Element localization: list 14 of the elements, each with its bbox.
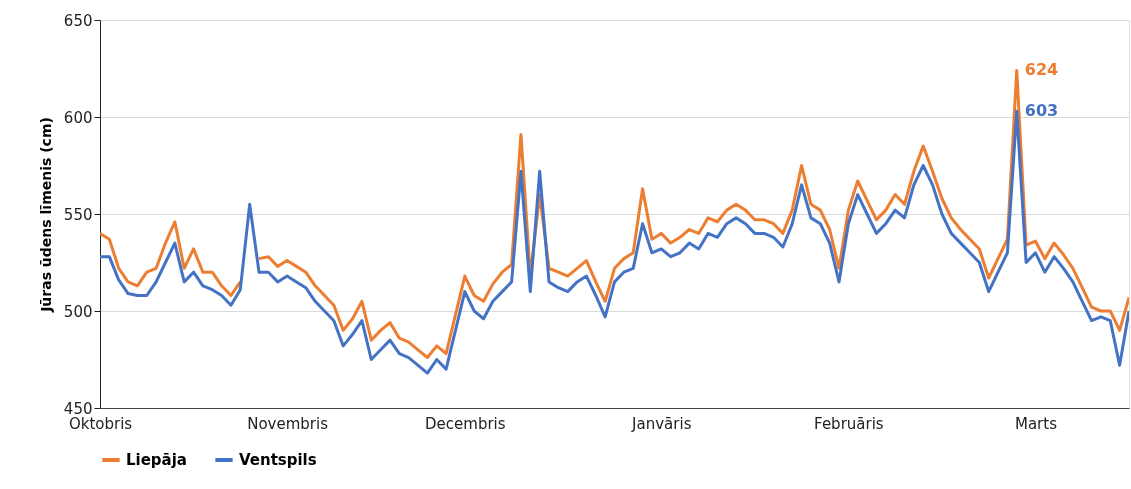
x-tick-label: Novembris xyxy=(247,414,329,433)
x-tick-label: Janvāris xyxy=(631,414,692,433)
x-tick-label: Marts xyxy=(1014,414,1058,433)
legend-label: Ventspils xyxy=(239,451,317,469)
x-tick-label: Decembris xyxy=(425,414,506,433)
data-label: 603 xyxy=(1024,101,1059,121)
data-label: 624 xyxy=(1024,60,1059,80)
y-axis-title: Jūras ūdens līmenis (cm) xyxy=(37,117,54,313)
y-tick-label: 500 xyxy=(63,302,93,321)
y-tick-label: 550 xyxy=(63,205,93,224)
legend-label: Liepāja xyxy=(126,451,187,469)
y-tick-label: 600 xyxy=(63,108,93,127)
y-tick-label: 650 xyxy=(63,11,93,30)
x-tick-label: Februāris xyxy=(814,414,884,433)
